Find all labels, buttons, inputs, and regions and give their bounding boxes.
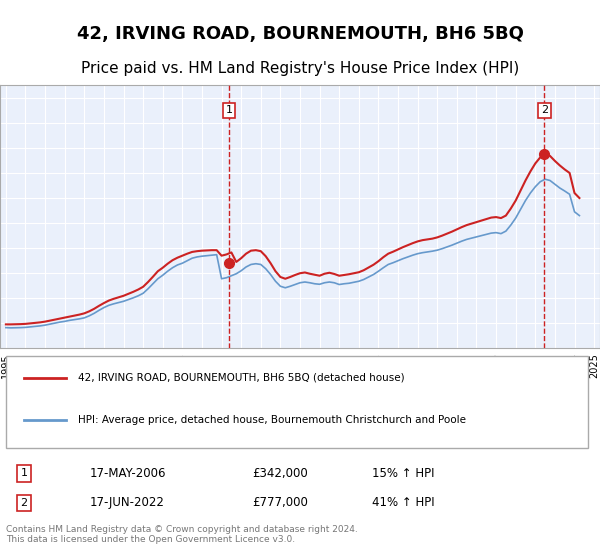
Text: Price paid vs. HM Land Registry's House Price Index (HPI): Price paid vs. HM Land Registry's House …	[81, 60, 519, 76]
Text: £777,000: £777,000	[252, 496, 308, 510]
Text: 1: 1	[226, 105, 233, 115]
Text: 42, IRVING ROAD, BOURNEMOUTH, BH6 5BQ (detached house): 42, IRVING ROAD, BOURNEMOUTH, BH6 5BQ (d…	[78, 373, 404, 383]
FancyBboxPatch shape	[6, 356, 588, 449]
Text: HPI: Average price, detached house, Bournemouth Christchurch and Poole: HPI: Average price, detached house, Bour…	[78, 415, 466, 425]
Text: 17-JUN-2022: 17-JUN-2022	[90, 496, 165, 510]
Text: Contains HM Land Registry data © Crown copyright and database right 2024.
This d: Contains HM Land Registry data © Crown c…	[6, 525, 358, 544]
Text: 1: 1	[20, 468, 28, 478]
Text: 2: 2	[541, 105, 548, 115]
Text: 2: 2	[20, 498, 28, 508]
Text: £342,000: £342,000	[252, 467, 308, 480]
Text: 41% ↑ HPI: 41% ↑ HPI	[372, 496, 434, 510]
Text: 17-MAY-2006: 17-MAY-2006	[90, 467, 167, 480]
Text: 15% ↑ HPI: 15% ↑ HPI	[372, 467, 434, 480]
Text: 42, IRVING ROAD, BOURNEMOUTH, BH6 5BQ: 42, IRVING ROAD, BOURNEMOUTH, BH6 5BQ	[77, 25, 523, 43]
